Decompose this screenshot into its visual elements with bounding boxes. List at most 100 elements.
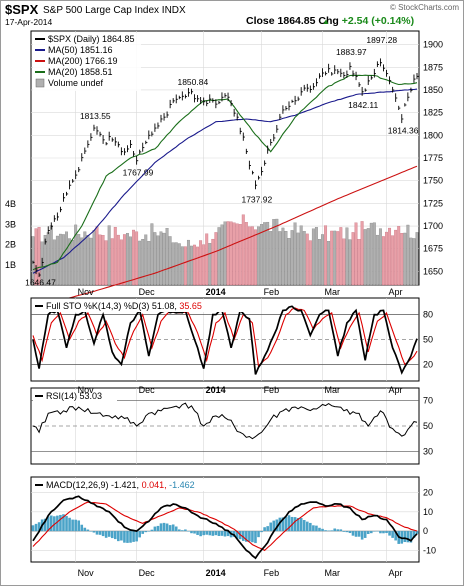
macd-x-tick-label: 2014 bbox=[206, 568, 226, 578]
macd-histogram-bar bbox=[135, 531, 138, 542]
volume-bar bbox=[378, 228, 382, 286]
volume-bar bbox=[363, 229, 367, 286]
volume-bar bbox=[354, 222, 358, 286]
sto-x-tick-label: Dec bbox=[139, 385, 156, 395]
volume-bar bbox=[235, 223, 239, 286]
exchange-label: INDX bbox=[162, 5, 186, 16]
price-bar bbox=[373, 68, 376, 78]
macd-histogram-bar bbox=[312, 525, 315, 532]
price-bar bbox=[392, 86, 395, 93]
price-bar bbox=[297, 96, 300, 102]
price-bar bbox=[306, 83, 309, 92]
price-bar bbox=[251, 170, 255, 175]
macd-histogram-bar bbox=[245, 531, 248, 542]
volume-bar bbox=[412, 238, 416, 286]
volume-bar bbox=[314, 227, 318, 286]
macd-histogram-bar bbox=[159, 523, 163, 532]
macd-histogram-bar bbox=[156, 525, 160, 532]
volume-bar bbox=[193, 244, 196, 286]
close-label: Close bbox=[246, 15, 275, 27]
macd-x-tick-label: Mar bbox=[325, 568, 341, 578]
price-bar bbox=[59, 206, 63, 213]
macd-histogram-bar bbox=[171, 524, 175, 532]
price-bar bbox=[47, 226, 50, 235]
volume-bar bbox=[226, 221, 230, 286]
macd-histogram-bar bbox=[31, 525, 35, 532]
price-bar bbox=[84, 147, 87, 155]
price-bar bbox=[154, 123, 157, 132]
macd-panel: -10 0 10 20 MACD(12,26,9) -1.421, 0.041, -1.… bbox=[30, 476, 436, 563]
rsi-value: 53.03 bbox=[80, 391, 103, 401]
volume-bar bbox=[229, 221, 233, 286]
macd-signal-value: 0.041, bbox=[142, 480, 170, 490]
macd-histogram-bar bbox=[80, 524, 84, 532]
price-bar bbox=[322, 68, 325, 77]
volume-bar bbox=[83, 231, 87, 286]
price-y-tick-label: 1650 bbox=[423, 266, 443, 276]
volume-bar bbox=[333, 230, 337, 286]
price-bar bbox=[349, 62, 352, 70]
volume-bar bbox=[80, 237, 84, 286]
volume-bar bbox=[168, 236, 172, 286]
watermark: © StockCharts.com bbox=[390, 3, 459, 12]
macd-histogram-bar bbox=[150, 529, 154, 532]
macd-line bbox=[32, 495, 418, 560]
macd-histogram-bar bbox=[394, 531, 397, 541]
price-bar bbox=[163, 113, 166, 121]
volume-bar bbox=[49, 225, 53, 286]
volume-bar bbox=[372, 222, 376, 286]
macd-histogram-bar bbox=[184, 529, 187, 532]
volume-bar bbox=[180, 246, 184, 286]
volume-bar bbox=[165, 228, 169, 286]
macd-histogram-bar bbox=[382, 531, 385, 534]
macd-histogram-bar bbox=[181, 530, 184, 532]
price-bar bbox=[127, 145, 130, 153]
macd-histogram-bar bbox=[269, 522, 273, 532]
volume-bar bbox=[330, 230, 334, 286]
price-bar bbox=[218, 100, 221, 105]
volume-bar bbox=[159, 231, 163, 286]
price-annotation: 1813.55 bbox=[80, 111, 111, 121]
macd-histogram-bar bbox=[153, 526, 157, 532]
price-y-tick-label: 1875 bbox=[423, 62, 443, 72]
chart-date: 17-Apr-2014 bbox=[5, 17, 53, 27]
price-bar bbox=[379, 58, 383, 67]
price-bar bbox=[35, 265, 38, 275]
price-bar bbox=[236, 113, 239, 121]
macd-histogram-bar bbox=[369, 531, 373, 534]
macd-histogram-bar bbox=[132, 531, 135, 542]
macd-legend-bg bbox=[33, 479, 239, 491]
price-x-tick-label: Mar bbox=[325, 287, 341, 297]
macd-histogram-bar bbox=[251, 531, 254, 543]
price-bar bbox=[200, 96, 203, 105]
price-bar bbox=[315, 78, 319, 87]
volume-bar bbox=[342, 238, 346, 286]
volume-bar bbox=[324, 225, 328, 286]
volume-y-tick-label: 3B bbox=[5, 219, 16, 229]
macd-histogram-bar bbox=[241, 531, 245, 541]
macd-histogram-bar bbox=[104, 531, 108, 538]
price-bar bbox=[81, 153, 84, 162]
price-bar bbox=[261, 166, 264, 176]
macd-histogram-bar bbox=[101, 531, 105, 537]
rsi-title: RSI(14) bbox=[46, 391, 80, 401]
legend-entry-volume: Volume undef bbox=[48, 78, 104, 88]
macd-histogram-bar bbox=[196, 531, 199, 535]
price-bar bbox=[130, 140, 133, 149]
price-bar bbox=[337, 69, 340, 75]
macd-histogram-bar bbox=[336, 529, 340, 532]
price-bar bbox=[395, 93, 398, 102]
macd-histogram-bar bbox=[37, 522, 41, 532]
macd-histogram-bar bbox=[409, 531, 413, 543]
volume-bar bbox=[375, 234, 379, 286]
volume-bar bbox=[150, 223, 154, 286]
volume-bar bbox=[336, 231, 340, 286]
macd-histogram-bar bbox=[272, 520, 276, 532]
volume-bar bbox=[281, 227, 285, 286]
macd-histogram-bar bbox=[248, 531, 251, 542]
volume-bar bbox=[385, 231, 388, 286]
macd-legend: MACD(12,26,9) -1.421, 0.041, -1.462 bbox=[33, 479, 239, 491]
price-bar bbox=[386, 69, 389, 77]
